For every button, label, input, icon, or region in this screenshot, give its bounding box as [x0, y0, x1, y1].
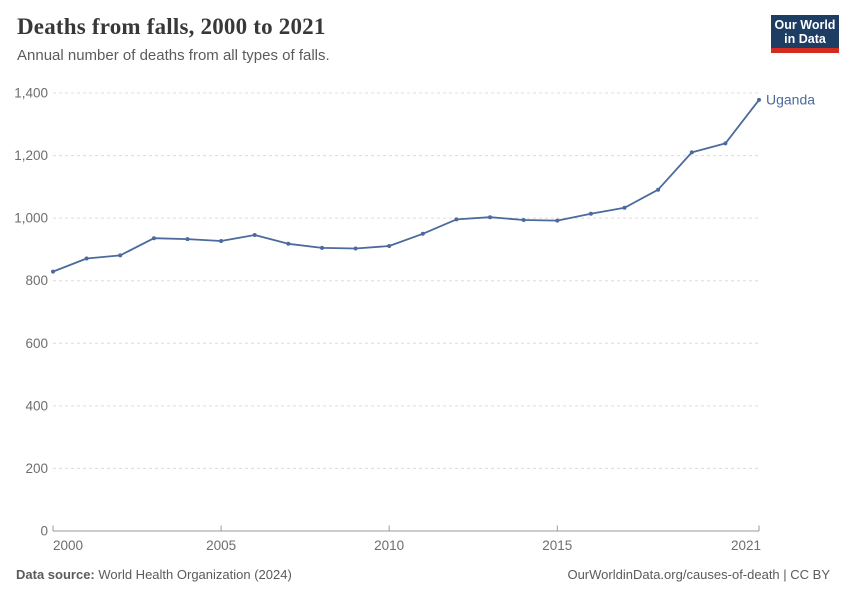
y-tick-label: 1,000 [14, 211, 48, 226]
x-tick-label: 2005 [206, 538, 236, 553]
y-tick-label: 600 [25, 336, 48, 351]
x-tick-label: 2021 [731, 538, 761, 553]
y-tick-label: 1,200 [14, 148, 48, 163]
data-point [387, 244, 392, 248]
data-point [118, 253, 123, 258]
y-tick-label: 200 [25, 461, 48, 476]
x-tick-label: 2000 [53, 538, 83, 553]
owid-logo-accent-bar [771, 48, 839, 53]
owid-logo-text: Our World in Data [771, 15, 839, 48]
data-point [51, 269, 55, 274]
y-tick-label: 400 [25, 398, 48, 413]
owid-logo-line1: Our World [774, 18, 836, 32]
y-tick-label: 800 [25, 273, 48, 288]
data-point [588, 211, 593, 216]
data-point [185, 237, 190, 242]
data-source-label: Data source: [16, 567, 95, 582]
data-line-uganda [52, 99, 760, 273]
data-point [420, 231, 425, 236]
data-point [521, 218, 526, 222]
data-point [252, 233, 257, 237]
data-point [219, 239, 224, 243]
x-tick-label: 2010 [374, 538, 404, 553]
data-point [286, 241, 291, 246]
data-point [353, 246, 358, 251]
page-title: Deaths from falls, 2000 to 2021 [17, 14, 326, 39]
owid-logo: Our World in Data [771, 15, 839, 53]
data-point [656, 187, 661, 192]
series-label-uganda: Uganda [766, 91, 815, 107]
data-point [622, 205, 627, 210]
data-point [454, 217, 459, 222]
data-source-text: World Health Organization (2024) [94, 567, 292, 582]
data-point [757, 97, 761, 102]
credit-link: OurWorldinData.org/causes-of-death | CC … [567, 567, 830, 582]
y-tick-label: 1,400 [14, 86, 48, 101]
data-point [151, 236, 156, 241]
data-point [84, 256, 89, 261]
data-point [555, 218, 560, 223]
data-point [723, 141, 728, 146]
owid-logo-line2: in Data [784, 32, 826, 46]
x-tick-label: 2015 [542, 538, 572, 553]
data-source: Data source: World Health Organization (… [16, 567, 292, 582]
data-point [689, 150, 694, 155]
data-point [488, 215, 492, 220]
y-tick-label: 0 [40, 524, 48, 539]
data-point [320, 245, 324, 250]
chart-subtitle: Annual number of deaths from all types o… [17, 47, 330, 64]
